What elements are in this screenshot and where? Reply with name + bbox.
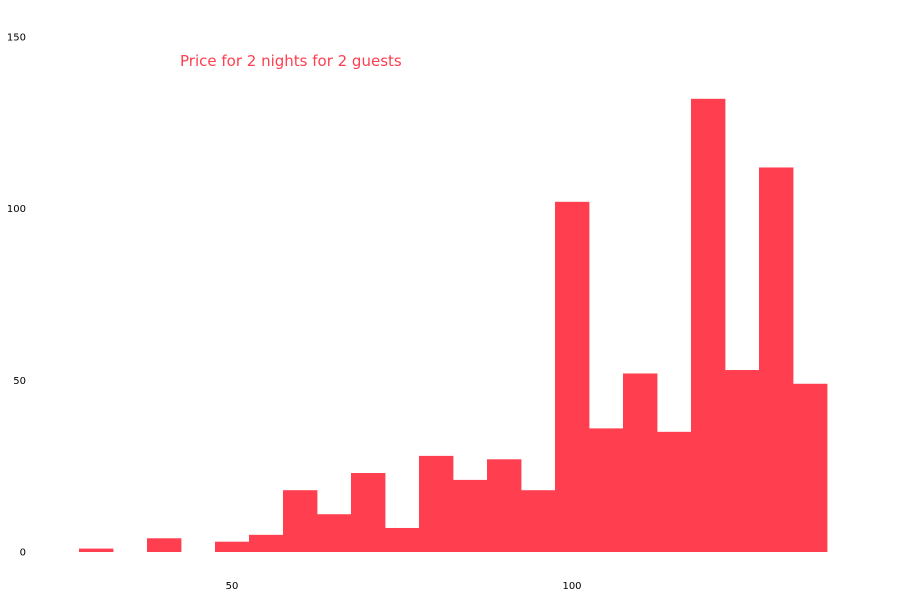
y-tick-label: 100 <box>7 204 26 215</box>
histogram-bar-2 <box>147 538 182 552</box>
histogram-bar-7 <box>317 514 352 552</box>
histogram-bar-10 <box>419 455 454 552</box>
chart-title: Price for 2 nights for 2 guests <box>180 52 402 70</box>
bars-group <box>79 98 828 553</box>
histogram-bar-21 <box>793 383 828 552</box>
histogram-bar-18 <box>691 98 726 553</box>
histogram-bar-13 <box>521 490 556 552</box>
histogram-bar-11 <box>453 479 488 552</box>
histogram-bar-8 <box>351 473 386 552</box>
x-tick-label: 100 <box>562 581 581 592</box>
histogram-bar-15 <box>589 428 624 552</box>
histogram-bar-14 <box>555 201 590 553</box>
y-tick-label: 0 <box>20 548 26 559</box>
y-tick-label: 50 <box>13 376 26 387</box>
x-axis-ticks: 50 100 <box>226 581 582 592</box>
histogram-bar-0 <box>79 548 114 552</box>
histogram-bar-4 <box>215 541 250 552</box>
histogram-bar-16 <box>623 373 658 552</box>
histogram-bar-6 <box>283 490 318 552</box>
histogram-bar-9 <box>385 527 420 552</box>
y-axis-ticks: 0 50 100 150 <box>7 33 26 559</box>
y-tick-label: 150 <box>7 33 26 44</box>
histogram-bar-19 <box>725 370 760 552</box>
histogram-bar-5 <box>249 534 284 552</box>
histogram-bar-12 <box>487 459 522 552</box>
x-tick-label: 50 <box>226 581 239 592</box>
histogram-bar-20 <box>759 167 794 552</box>
histogram-bar-17 <box>657 431 692 552</box>
